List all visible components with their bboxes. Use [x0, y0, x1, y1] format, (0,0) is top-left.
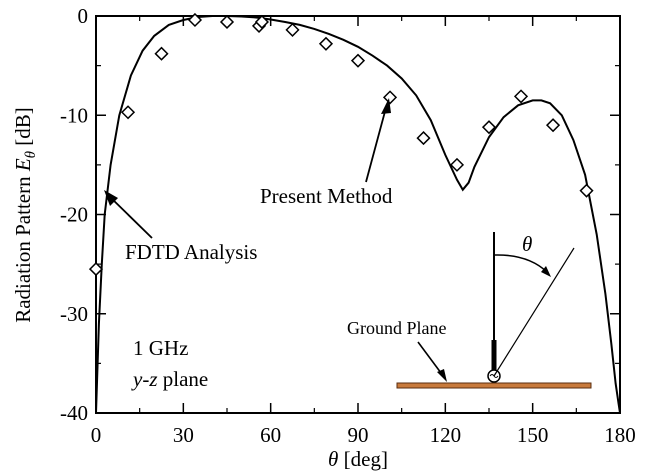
y-tick-label: -40: [60, 401, 88, 425]
fdtd-data-point: [416, 131, 431, 146]
theta-arc: [493, 254, 548, 273]
fdtd-analysis-arrow: [107, 194, 153, 239]
fdtd-data-point: [154, 46, 169, 61]
y-axis-title: Radiation Pattern Eθ [dB]: [11, 107, 39, 323]
x-axis-title: θ [deg]: [328, 447, 388, 471]
fdtd-data-point: [481, 120, 497, 135]
fdtd-data-point: [545, 118, 561, 133]
fdtd-analysis-arrowhead: [104, 190, 118, 206]
x-axis-ticks: 0 30 60 90 120 150 180: [91, 16, 636, 447]
x-tick-label: 90: [348, 423, 369, 447]
fdtd-data-point: [88, 262, 104, 277]
fdtd-data-point: [254, 14, 269, 30]
antenna-inset-diagram: Ground Plane θ: [347, 232, 592, 389]
plane-label: y-z plane: [131, 367, 208, 391]
fdtd-data-point: [513, 89, 529, 104]
y-tick-label: -30: [60, 302, 88, 326]
fdtd-data-point: [219, 14, 235, 30]
y-tick-label: -10: [60, 103, 88, 127]
present-method-label: Present Method: [260, 184, 393, 208]
fdtd-data-point: [120, 105, 136, 120]
fdtd-data-point: [449, 157, 465, 172]
ground-plane-bar: [396, 382, 592, 389]
fdtd-data-point: [382, 90, 398, 105]
series-line-present-method: [95, 15, 621, 414]
x-tick-label: 150: [517, 423, 549, 447]
y-tick-label: -20: [60, 203, 88, 227]
x-tick-label: 180: [604, 423, 636, 447]
x-tick-label: 0: [91, 423, 102, 447]
frequency-label: 1 GHz: [133, 336, 188, 360]
theta-direction-line: [493, 247, 575, 377]
x-tick-label: 120: [430, 423, 462, 447]
fdtd-data-point: [350, 53, 366, 68]
fdtd-data-point: [285, 22, 300, 37]
fdtd-analysis-label: FDTD Analysis: [125, 240, 257, 264]
ground-plane-label: Ground Plane: [347, 318, 446, 338]
x-tick-label: 60: [260, 423, 281, 447]
ground-plane-arrowhead: [437, 369, 447, 382]
theta-symbol-label: θ: [522, 232, 532, 256]
present-method-arrow: [365, 103, 388, 183]
series-markers-fdtd-analysis: [88, 12, 594, 277]
fdtd-data-point: [318, 36, 334, 51]
y-tick-label: 0: [78, 4, 89, 28]
y-axis-ticks: 0 -10 -20 -30 -40: [60, 4, 620, 425]
fdtd-data-point: [187, 12, 203, 28]
fdtd-data-point: [579, 183, 594, 198]
present-method-arrowhead: [381, 98, 391, 114]
x-tick-label: 30: [173, 423, 194, 447]
theta-arc-arrowhead: [541, 266, 551, 277]
